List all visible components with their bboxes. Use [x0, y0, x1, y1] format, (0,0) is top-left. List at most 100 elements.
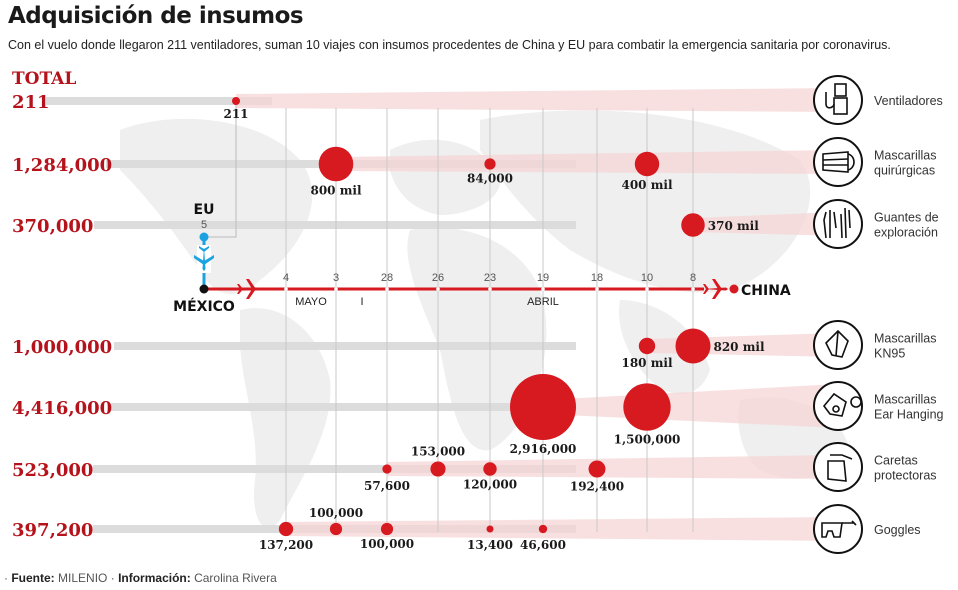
page-subtitle: Con el vuelo donde llegaron 211 ventilad… [8, 38, 891, 52]
kn95-shape [825, 329, 849, 358]
category-label: protectoras [874, 469, 937, 483]
plane-icon [703, 279, 728, 299]
timeline-tick [436, 287, 440, 291]
category-label: KN95 [874, 347, 905, 361]
timeline-tick [385, 287, 389, 291]
bubble-label: 46,600 [520, 538, 566, 552]
category-icons: VentiladoresMascarillasquirúrgicasGuante… [813, 75, 944, 554]
date-label: 3 [333, 272, 339, 284]
category-band [286, 517, 838, 541]
icon-circle [813, 137, 863, 187]
category-label: quirúrgicas [874, 164, 935, 178]
data-bubble [278, 521, 294, 537]
date-label: 10 [641, 272, 653, 284]
category-band [543, 384, 838, 428]
kn95-mask-icon [813, 320, 863, 370]
category-label: Caretas [874, 454, 918, 468]
timeline-tick [691, 287, 695, 291]
info-value: Carolina Rivera [194, 571, 277, 585]
mask-strap [847, 153, 855, 171]
category-label: Ventiladores [874, 94, 943, 108]
category-label: Mascarillas [874, 393, 937, 407]
data-bubble [634, 151, 660, 177]
date-label: 8 [690, 272, 696, 284]
timeline-tick [488, 287, 492, 291]
data-bubble [538, 524, 548, 534]
timeline-tick [595, 287, 599, 291]
shield-visor [827, 460, 847, 482]
total-bar [111, 403, 576, 411]
data-bubble [623, 383, 671, 431]
bubble-label: 800 mil [310, 183, 361, 197]
value-labels: 211 800 mil 84,000 400 mil 370 mil 180 mil 820… [223, 107, 765, 552]
category-label: exploración [874, 226, 938, 240]
map-landmass [240, 308, 331, 528]
bubble-label: 100,000 [360, 537, 414, 551]
mexico-label: MÉXICO [173, 298, 235, 315]
icon-circle [813, 504, 863, 554]
plane-icon [194, 245, 214, 273]
bubble-label: 400 mil [621, 178, 672, 192]
total-bar [94, 221, 576, 229]
bubble-label: 1,500,000 [614, 433, 681, 447]
data-bubble [329, 522, 343, 536]
total-bar [114, 342, 576, 350]
icon-circle [813, 320, 863, 370]
category-label: Goggles [874, 523, 921, 537]
ventilator-tube [825, 92, 835, 109]
source-value: MILENIO [58, 571, 108, 585]
bubble-label: 180 mil [621, 356, 672, 370]
gloves-icon [813, 199, 863, 249]
timeline-tick [541, 287, 545, 291]
eu-connector [206, 101, 237, 238]
total-value: 523,000 [12, 460, 93, 481]
map-landmass [480, 110, 811, 293]
shipment-bubbles [232, 97, 711, 537]
plane-tail [237, 284, 243, 294]
bubble-label: 137,200 [259, 538, 313, 552]
timeline-tick [334, 287, 338, 291]
china-dot [729, 284, 739, 294]
bubble-label: 100,000 [309, 506, 363, 520]
total-value: 1,000,000 [12, 337, 112, 358]
mexico-dot [199, 284, 209, 294]
flight-timeline: 3 4 8 10 18 19 23 26 28 MAYO I ABRIL CHINA MÉXICO EU5 [173, 202, 791, 315]
date-label: 4 [283, 272, 289, 284]
goggles-frame [821, 522, 843, 538]
map-landmass [407, 227, 547, 451]
icon-circle [813, 442, 863, 492]
eu-date-label: 5 [201, 219, 207, 231]
bubble-label: 13,400 [467, 538, 513, 552]
page-title: Adquisición de insumos [8, 3, 304, 29]
timeline-tick [645, 287, 649, 291]
source-label: Fuente: [11, 571, 55, 585]
footer: · Fuente: MILENIO · Información: Carolin… [4, 571, 277, 585]
icon-circle [813, 75, 863, 125]
bubble-label: 192,400 [570, 479, 624, 493]
date-label: 28 [381, 272, 393, 284]
data-bubble [486, 525, 494, 533]
footer-separator: · [110, 571, 119, 585]
earhang-shape [822, 392, 847, 417]
shield-band [830, 454, 853, 460]
eu-label: EU [194, 202, 215, 218]
footer-bullet: · [4, 571, 12, 585]
plane-body [704, 287, 728, 291]
icon-circle [813, 199, 863, 249]
bubble-label: 370 mil [708, 219, 759, 233]
plane-tail [703, 284, 709, 294]
bubble-label: 211 [223, 107, 248, 121]
category-band [387, 455, 838, 479]
total-value: 397,200 [12, 520, 93, 541]
data-bubble [232, 97, 240, 105]
month-separator: I [360, 296, 363, 308]
data-bubble [588, 460, 606, 478]
ventilator-screen [834, 83, 847, 97]
category-label: Ear Hanging [874, 408, 944, 422]
plane-wings [194, 255, 214, 265]
data-bubble [484, 158, 496, 170]
bubble-label: 820 mil [713, 340, 764, 354]
total-value: 370,000 [12, 216, 93, 237]
plane-icon [237, 279, 262, 299]
bubble-label: 153,000 [411, 444, 465, 458]
